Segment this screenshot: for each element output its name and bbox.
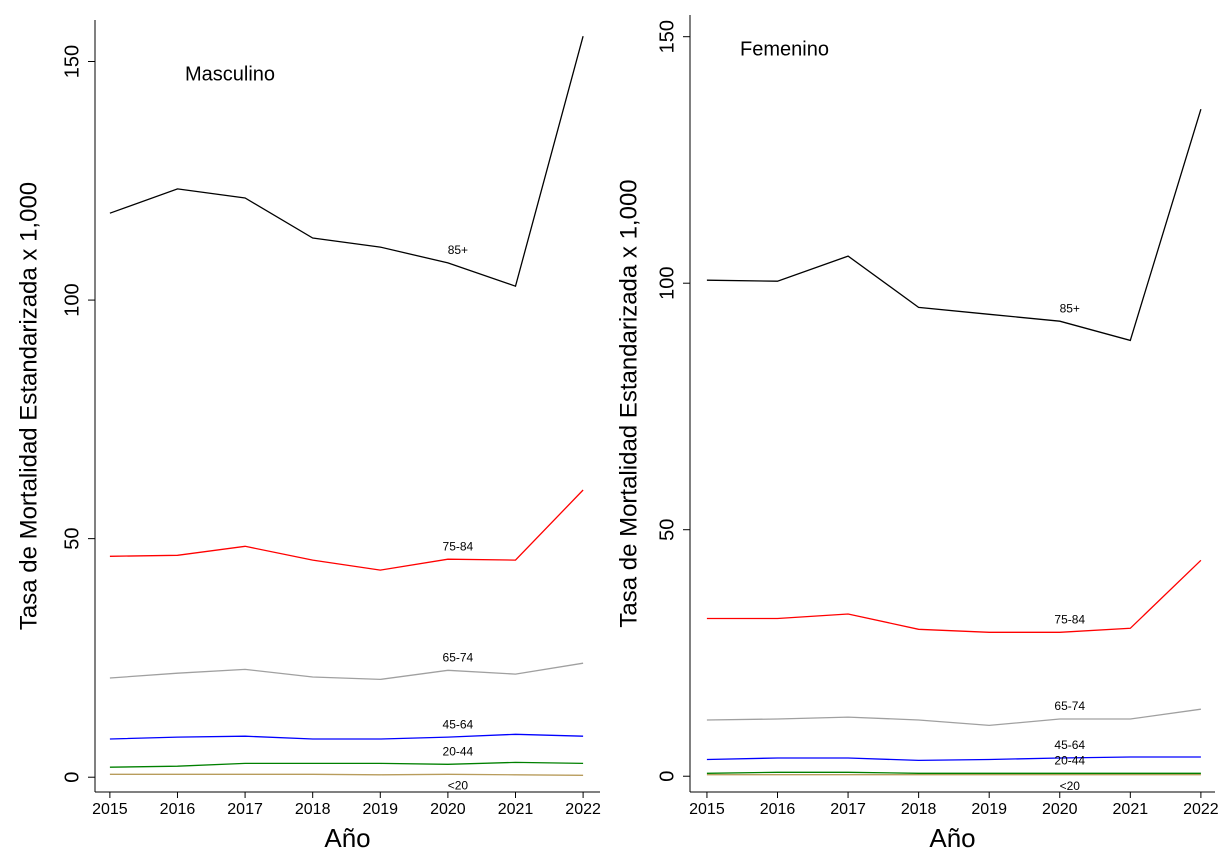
x-tick-label: 2022 (1183, 801, 1219, 818)
x-tick-label: 2017 (227, 801, 263, 818)
series-line (109, 36, 584, 288)
panel-title: Femenino (740, 38, 829, 60)
series-label: 45-64 (1054, 738, 1085, 752)
y-tick-label: 0 (656, 771, 678, 782)
y-tick-label: 100 (656, 267, 678, 300)
x-tick-label: 2015 (689, 801, 725, 818)
series-line (706, 708, 1201, 727)
x-tick-label: 2019 (362, 801, 398, 818)
x-tick-label: 2022 (565, 801, 601, 818)
x-axis-title: Año (324, 823, 370, 852)
series-label: 65-74 (443, 651, 474, 665)
x-axis-title: Año (929, 823, 975, 852)
x-tick-label: 2019 (971, 801, 1007, 818)
series-line (109, 489, 584, 571)
series-line (109, 733, 584, 740)
y-tick-label: 50 (61, 528, 83, 550)
y-tick-label: 150 (656, 20, 678, 53)
x-tick-label: 2021 (498, 801, 534, 818)
series-label: 20-44 (1054, 753, 1085, 767)
panel-title: Masculino (185, 63, 275, 85)
series-line (706, 109, 1202, 342)
x-tick-label: 2017 (830, 801, 866, 818)
series-label: 65-74 (1054, 699, 1085, 713)
series-label: <20 (448, 779, 469, 793)
series-label: 75-84 (443, 539, 474, 553)
series-line (109, 662, 584, 681)
x-tick-label: 2018 (295, 801, 331, 818)
series-line (109, 773, 584, 776)
series-label: 85+ (1060, 301, 1080, 315)
series-label: 85+ (448, 243, 468, 257)
y-axis-title: Tasa de Mortalidad Estandarizada x 1,000 (615, 179, 642, 627)
y-axis-title: Tasa de Mortalidad Estandarizada x 1,000 (15, 182, 42, 630)
x-tick-label: 2016 (760, 801, 796, 818)
y-tick-label: 0 (61, 772, 83, 783)
x-tick-label: 2020 (430, 801, 466, 818)
series-label: 20-44 (443, 744, 474, 758)
series-line (706, 756, 1201, 762)
x-tick-label: 2016 (160, 801, 196, 818)
series-line (706, 559, 1202, 633)
series-label: 75-84 (1054, 612, 1085, 626)
x-tick-label: 2018 (901, 801, 937, 818)
x-tick-label: 2020 (1042, 801, 1078, 818)
series-line (706, 771, 1201, 774)
series-label: <20 (1060, 779, 1081, 793)
x-tick-label: 2021 (1113, 801, 1149, 818)
y-tick-label: 100 (61, 283, 83, 316)
series-label: 45-64 (443, 717, 474, 731)
x-tick-label: 2015 (92, 801, 128, 818)
series-line (109, 761, 584, 768)
y-tick-label: 50 (656, 519, 678, 541)
y-tick-label: 150 (61, 45, 83, 78)
